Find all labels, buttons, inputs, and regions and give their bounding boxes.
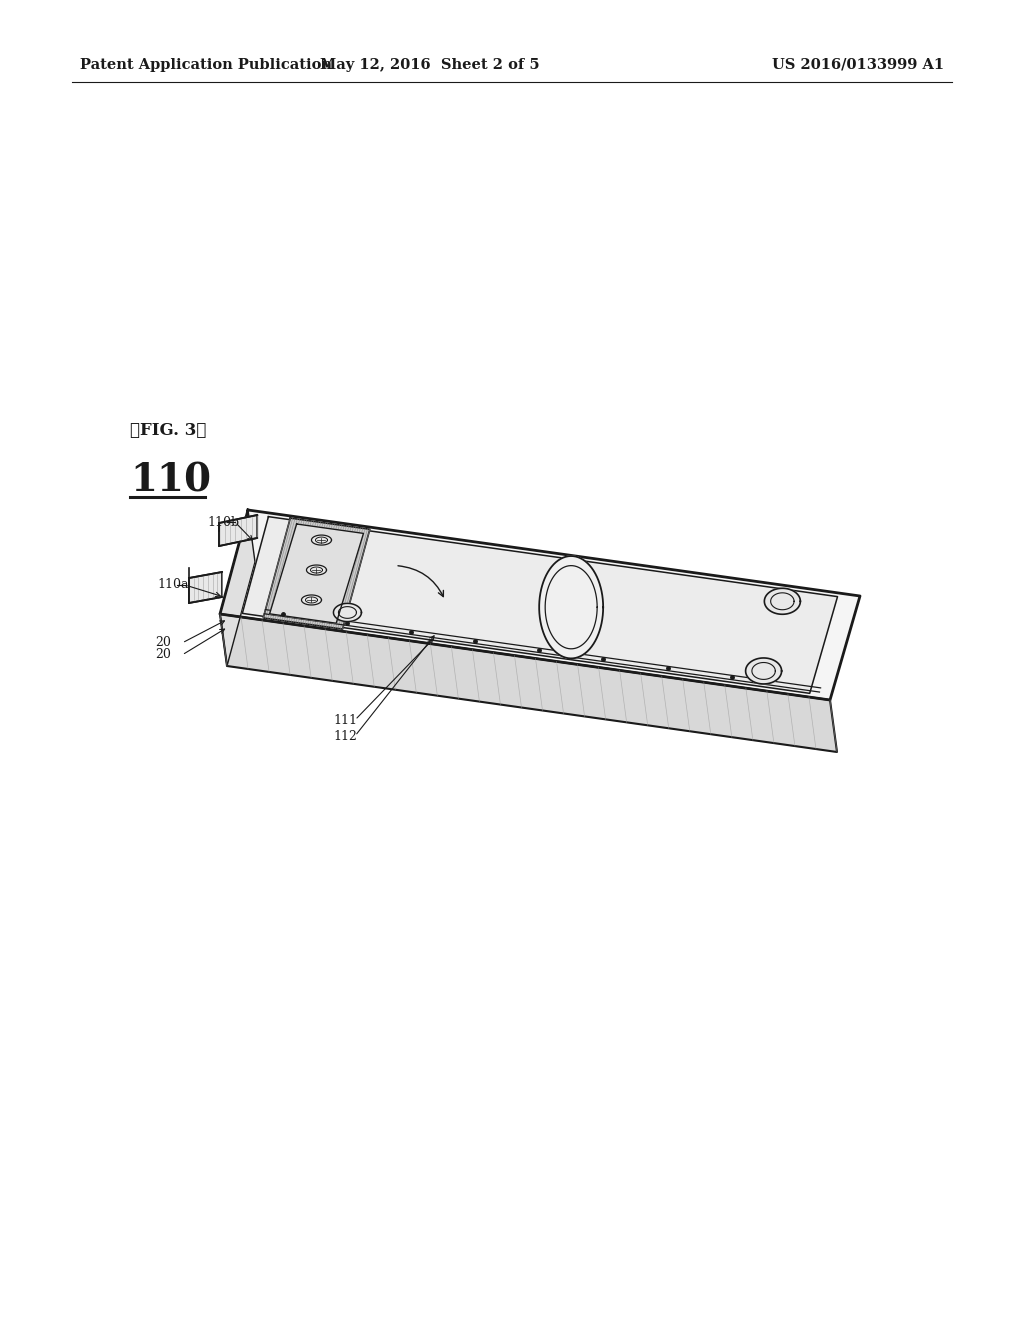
Polygon shape — [334, 603, 361, 622]
Polygon shape — [301, 595, 322, 605]
Text: 20: 20 — [155, 636, 171, 649]
Text: Patent Application Publication: Patent Application Publication — [80, 58, 332, 73]
Text: 20: 20 — [155, 648, 171, 661]
Text: 110: 110 — [130, 461, 211, 499]
Text: 【FIG. 3】: 【FIG. 3】 — [130, 421, 207, 438]
Polygon shape — [243, 516, 838, 693]
Polygon shape — [220, 614, 837, 752]
Polygon shape — [263, 519, 370, 630]
Polygon shape — [540, 556, 603, 659]
Polygon shape — [220, 510, 860, 700]
Text: US 2016/0133999 A1: US 2016/0133999 A1 — [772, 58, 944, 73]
Text: May 12, 2016  Sheet 2 of 5: May 12, 2016 Sheet 2 of 5 — [321, 58, 540, 73]
Polygon shape — [220, 510, 255, 667]
Polygon shape — [306, 565, 327, 576]
Text: 111: 111 — [333, 714, 357, 726]
Text: 110b: 110b — [207, 516, 240, 528]
Polygon shape — [764, 589, 801, 614]
Polygon shape — [219, 515, 257, 546]
Polygon shape — [311, 535, 332, 545]
Polygon shape — [269, 524, 364, 623]
Text: 112: 112 — [333, 730, 357, 742]
Text: 110a: 110a — [157, 578, 188, 591]
Polygon shape — [745, 657, 781, 684]
Polygon shape — [189, 572, 222, 603]
